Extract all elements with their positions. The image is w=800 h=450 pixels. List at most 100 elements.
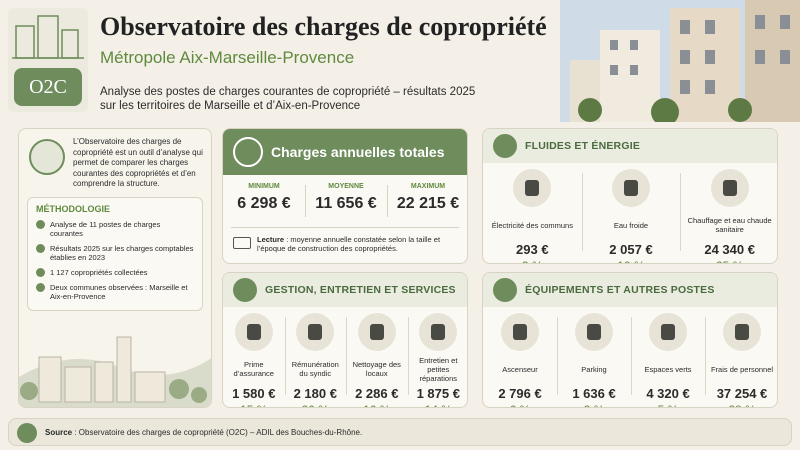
item: Parking 1 636 € 2 % — [557, 313, 631, 407]
title: Observatoire des charges de copropriété — [100, 12, 547, 41]
item-share: 16 % — [346, 403, 408, 407]
item-share: 28 % — [705, 403, 777, 407]
methodology-item: Résultats 2025 sur les charges comptable… — [36, 244, 194, 262]
totals-note: Lecture : moyenne annuelle constatée sel… — [257, 235, 459, 253]
totals-icon — [233, 137, 263, 167]
item: Prime d’assurance 1 580 € 15 % — [223, 313, 285, 407]
check-icon — [36, 220, 45, 229]
source-label: Source — [45, 427, 73, 437]
section-header: FLUIDES ET ÉNERGIE — [483, 129, 777, 163]
separator — [581, 173, 583, 251]
stat: MOYENNE 11 656 € — [305, 183, 387, 213]
intro-panel: L’Observatoire des charges de copropriét… — [18, 128, 212, 408]
subtitle: Métropole Aix-Marseille-Provence — [100, 48, 355, 67]
totals-title: Charges annuelles totales — [271, 144, 445, 160]
section-title: FLUIDES ET ÉNERGIE — [525, 140, 641, 152]
item: Frais de personnel 37 254 € 28 % — [705, 313, 777, 407]
item-icon — [723, 313, 761, 351]
item-icon — [611, 169, 650, 207]
item-label: Chauffage et eau chaude sanitaire — [687, 216, 772, 234]
footer: Source : Observatoire des charges de cop… — [8, 418, 792, 446]
item-label: Ascenseur — [502, 364, 538, 374]
stat-label: MAXIMUM — [410, 183, 446, 190]
item-share: 25 % — [680, 259, 777, 263]
item-share: 3 % — [483, 259, 582, 263]
item-amount: 1 580 € — [232, 386, 276, 401]
item: Entretien et petites réparations 1 875 € 1… — [408, 313, 468, 407]
item-share: 15 % — [223, 403, 285, 407]
item-icon — [419, 313, 458, 351]
stat-value: 6 298 € — [237, 195, 291, 212]
note-text: : moyenne annuelle constatée selon la ta… — [257, 235, 441, 253]
item-amount: 1 875 € — [416, 386, 460, 401]
item-share: 6 % — [483, 403, 557, 407]
description-line: Analyse des postes de charges courantes … — [100, 86, 476, 98]
methodology-text: Résultats 2025 sur les charges comptable… — [50, 244, 194, 262]
section-icon — [233, 278, 257, 302]
item-share: 20 % — [285, 403, 347, 407]
section-header: ÉQUIPEMENTS ET AUTRES POSTES — [483, 273, 777, 307]
check-icon — [36, 283, 45, 292]
stat: MAXIMUM 22 215 € — [387, 183, 467, 213]
separator — [231, 227, 459, 228]
totals-header: Charges annuelles totales — [223, 129, 467, 175]
item-label: Prime d’assurance — [233, 360, 274, 378]
section-card: FLUIDES ET ÉNERGIE Électricité des commun… — [482, 128, 778, 264]
methodology-text: Analyse de 11 postes de charges courante… — [50, 220, 161, 238]
city-illustration — [19, 336, 211, 407]
methodology-item: Analyse de 11 postes de charges courante… — [36, 220, 194, 238]
item-icon — [710, 169, 749, 207]
stat-label: MINIMUM — [248, 183, 280, 190]
item-icon — [296, 313, 335, 351]
separator — [680, 173, 682, 251]
item-label: Rémunération du syndic — [291, 360, 339, 378]
section-icon — [493, 278, 517, 302]
item-amount: 2 057 € — [609, 242, 653, 257]
methodology-title: MÉTHODOLOGIE — [36, 204, 110, 214]
methodology-text: 1 127 copropriétés collectées — [50, 268, 148, 277]
item: Espaces verts 4 320 € 5 % — [631, 313, 705, 407]
item-label: Électricité des communs — [491, 220, 573, 230]
stat-value: 11 656 € — [315, 195, 377, 212]
item-amount: 24 340 € — [704, 242, 755, 257]
methodology-box: MÉTHODOLOGIE Analyse de 11 postes de cha… — [27, 197, 203, 311]
logo: O2C — [8, 8, 88, 112]
check-icon — [36, 268, 45, 277]
item-share: 14 % — [408, 403, 468, 407]
separator — [387, 185, 388, 217]
item-label: Eau froide — [613, 220, 649, 230]
check-icon — [36, 244, 45, 253]
methodology-item: Deux communes observées : Marseille et A… — [36, 283, 194, 301]
source-text: : Observatoire des charges de copropriét… — [74, 427, 363, 437]
stat-label: MOYENNE — [328, 183, 364, 190]
item: Nettoyage des locaux 2 286 € 16 % — [346, 313, 408, 407]
item: Chauffage et eau chaude sanitaire 24 340 … — [680, 169, 777, 263]
intro-icon — [29, 139, 65, 175]
item-icon — [357, 313, 396, 351]
separator — [305, 185, 306, 217]
item-label: Nettoyage des locaux — [352, 360, 401, 378]
item-label: Espaces verts — [644, 364, 692, 374]
header-photo — [560, 0, 800, 122]
item-label: Parking — [581, 364, 607, 374]
stat-value: 22 215 € — [396, 195, 460, 212]
item-share: 19 % — [582, 259, 681, 263]
section-card: ÉQUIPEMENTS ET AUTRES POSTES Ascenseur 2 7… — [482, 272, 778, 408]
intro-text: L’Observatoire des charges de copropriét… — [73, 137, 203, 188]
item-amount: 37 254 € — [716, 386, 768, 401]
book-icon — [233, 237, 251, 249]
description-line: sur les territoires de Marseille et d’Ai… — [100, 100, 361, 112]
item-amount: 2 796 € — [498, 386, 542, 401]
methodology-item: 1 127 copropriétés collectées — [36, 268, 194, 277]
methodology-text: Deux communes observées : Marseille et A… — [50, 283, 188, 301]
section-icon — [493, 134, 517, 158]
item-amount: 2 180 € — [293, 386, 337, 401]
section-title: GESTION, ENTRETIEN ET SERVICES — [265, 284, 456, 296]
separator — [407, 317, 409, 395]
item: Rémunération du syndic 2 180 € 20 % — [285, 313, 347, 407]
stat: MINIMUM 6 298 € — [223, 183, 305, 213]
item-amount: 4 320 € — [646, 386, 690, 401]
item-label: Entretien et petites réparations — [419, 355, 458, 383]
